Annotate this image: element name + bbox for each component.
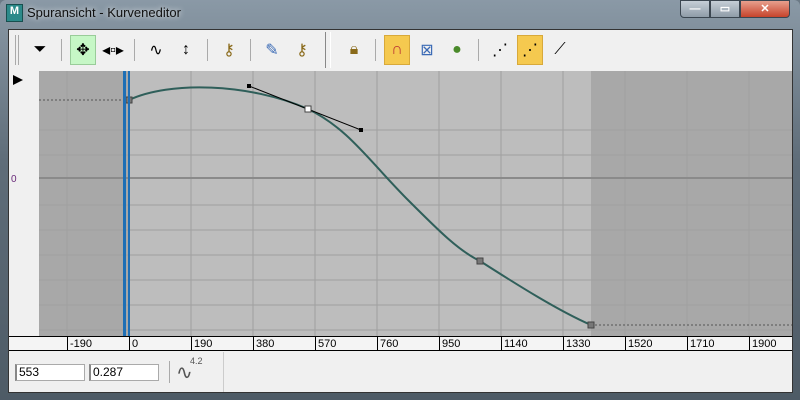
play-arrow-icon[interactable] bbox=[13, 75, 23, 85]
snap-frames-icon[interactable]: ∩ bbox=[384, 35, 410, 65]
maximize-button[interactable]: ▭ bbox=[710, 0, 740, 18]
minimize-button[interactable]: — bbox=[680, 0, 710, 18]
time-slider[interactable] bbox=[128, 71, 130, 337]
ruler-tick: 570 bbox=[315, 337, 336, 351]
draw-curves-icon[interactable]: ✎ bbox=[265, 42, 279, 59]
show-all-tangents-icon[interactable]: ⋰ bbox=[492, 42, 508, 59]
ruler-tick: 1140 bbox=[501, 337, 528, 351]
show-keyable-icons-icon[interactable]: ● bbox=[452, 41, 462, 58]
ruler-tick: 1330 bbox=[563, 337, 590, 351]
app-icon: M bbox=[6, 4, 23, 22]
curve-canvas[interactable] bbox=[9, 71, 792, 337]
time-field[interactable]: 553 bbox=[15, 363, 85, 381]
value-gutter bbox=[9, 71, 39, 337]
key-stats-bar: 553 0.287 ∿ 4.2 bbox=[9, 352, 224, 392]
curve-graph[interactable]: 0 bbox=[9, 71, 792, 337]
scale-keys-icon[interactable]: ∿ bbox=[149, 42, 163, 59]
key[interactable] bbox=[587, 321, 595, 329]
ruler-tick: 190 bbox=[191, 337, 212, 351]
window-title: Spuransicht - Kurveneditor bbox=[27, 5, 181, 20]
active-range bbox=[129, 71, 591, 337]
scale-values-icon[interactable]: ↕ bbox=[182, 41, 190, 58]
close-button[interactable]: ✕ bbox=[740, 0, 790, 18]
key-selected[interactable] bbox=[304, 105, 312, 113]
move-keys-icon[interactable]: ✥ bbox=[70, 35, 96, 65]
function-curve[interactable] bbox=[128, 86, 592, 326]
ruler-tick: 1520 bbox=[625, 337, 652, 351]
value-field[interactable]: 0.287 bbox=[89, 363, 159, 381]
tangent-handle-out[interactable] bbox=[359, 128, 363, 132]
ruler-tick: 760 bbox=[377, 337, 398, 351]
client-area: ⏷ ✥ ◂▫▸ ∿ ↕ ⚷ ✎ ⚷ 🔒︎ ∩ ⊠ ● ⋰ ⋰ ⟋ bbox=[8, 29, 793, 393]
ruler-tick: -190 bbox=[67, 337, 92, 351]
time-ruler[interactable]: -190 0 190 380 570 760 950 1140 1330 1520 1710 1900 bbox=[9, 336, 792, 351]
ruler-tick: 380 bbox=[253, 337, 274, 351]
add-keys-icon[interactable]: ⚷ bbox=[223, 42, 235, 59]
slide-keys-icon[interactable]: ◂▫▸ bbox=[102, 42, 124, 59]
filter-icon[interactable]: ⏷ bbox=[33, 41, 47, 58]
zero-label: 0 bbox=[11, 174, 17, 185]
curve-type-label: 4.2 bbox=[190, 355, 203, 366]
time-slider[interactable] bbox=[123, 71, 126, 337]
show-tangents-icon[interactable]: ⋰ bbox=[517, 35, 543, 65]
parameter-curve-out-of-range-icon[interactable]: ⊠ bbox=[420, 42, 434, 59]
curve-type-icon[interactable]: ∿ 4.2 bbox=[176, 355, 203, 384]
ruler-tick: 0 bbox=[129, 337, 138, 351]
lock-tangents-icon[interactable]: ⟋ bbox=[554, 41, 566, 58]
ruler-tick: 950 bbox=[439, 337, 460, 351]
grid bbox=[39, 71, 792, 337]
toolbar-grip[interactable] bbox=[15, 35, 19, 65]
tangent-handle-in[interactable] bbox=[247, 84, 251, 88]
ruler-tick: 1900 bbox=[749, 337, 776, 351]
reduce-keys-icon[interactable]: ⚷ bbox=[296, 42, 308, 59]
lock-selection-icon[interactable]: 🔒︎ bbox=[349, 41, 359, 58]
key[interactable] bbox=[476, 257, 484, 265]
ruler-tick: 1710 bbox=[687, 337, 714, 351]
toolbar: ⏷ ✥ ◂▫▸ ∿ ↕ ⚷ ✎ ⚷ 🔒︎ ∩ ⊠ ● ⋰ ⋰ ⟋ bbox=[9, 30, 792, 70]
